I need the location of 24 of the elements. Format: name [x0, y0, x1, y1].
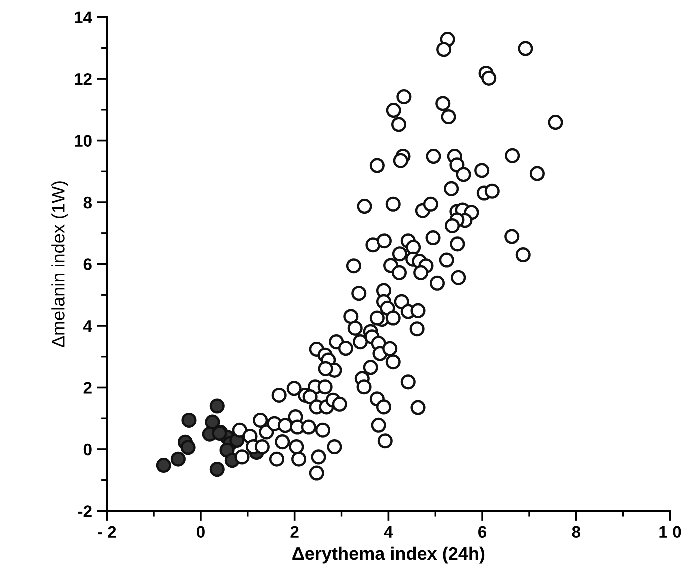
- point: [210, 398, 225, 414]
- point: [156, 458, 172, 474]
- y-axis-title: Δmelanin index (1W): [52, 182, 68, 348]
- y-tick-label: 8: [84, 196, 92, 209]
- x-tick-label: - 2: [98, 526, 116, 538]
- y-tick-label: 10: [75, 135, 92, 147]
- y-tick-label: 4: [84, 320, 92, 332]
- y-tick-label: 12: [75, 73, 92, 86]
- y-tick-label: 2: [84, 382, 92, 394]
- y-tick-label: -2: [78, 506, 92, 518]
- point: [170, 452, 186, 467]
- point: [182, 412, 197, 428]
- x-tick-label: 8: [572, 526, 581, 538]
- y-tick-label: 14: [75, 12, 92, 24]
- point: [210, 462, 225, 478]
- y-tick-label: 0: [84, 444, 92, 456]
- x-tick-label: 1 0: [660, 526, 682, 538]
- y-tick-label: 6: [84, 258, 92, 270]
- x-tick-label: 4: [384, 526, 394, 538]
- x-axis-title: Δerythema index (24h): [292, 546, 485, 564]
- x-tick-label: 0: [196, 526, 205, 538]
- point: [180, 440, 196, 456]
- x-tick-label: 2: [290, 526, 299, 538]
- x-tick-label: 6: [478, 526, 487, 538]
